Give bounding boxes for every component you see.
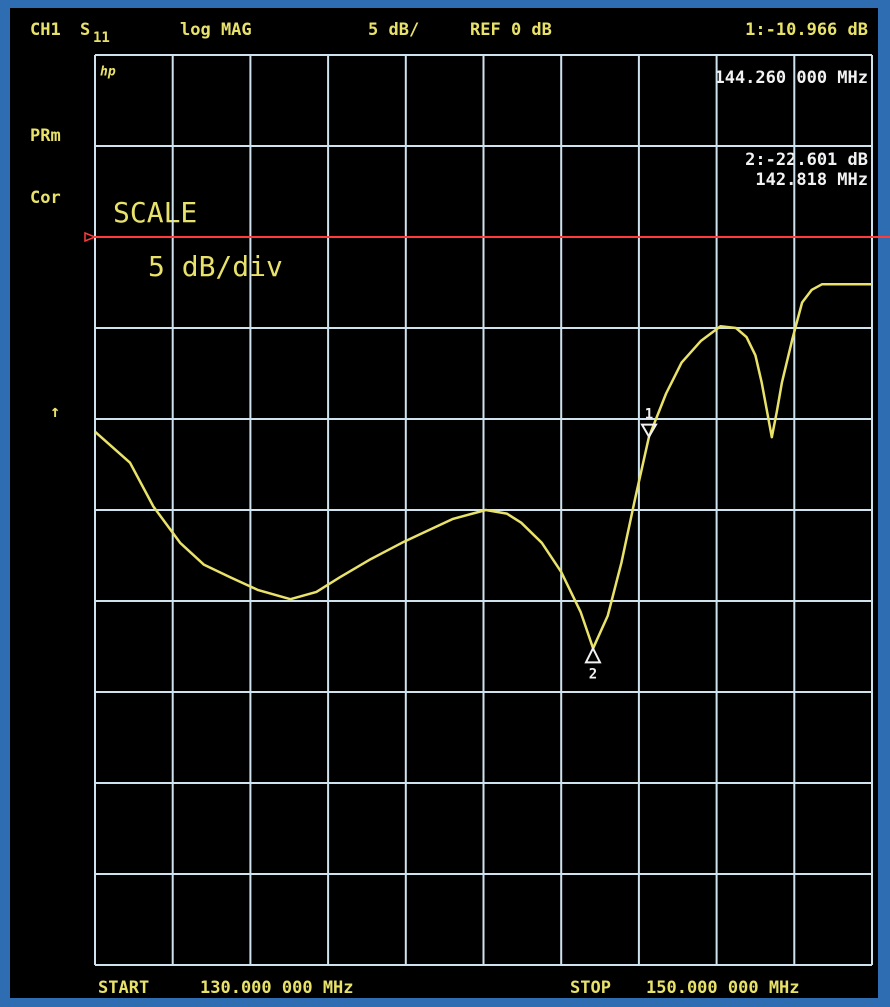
logo: hp: [100, 65, 116, 80]
marker-label: 1: [645, 407, 653, 423]
parameter: S: [80, 20, 90, 40]
analyzer-screen: CH1 S 11 log MAG 5 dB/ REF 0 dB 1:-10.96…: [0, 0, 890, 1007]
arrow-indicator: ↑: [50, 402, 60, 422]
marker-label: 2: [589, 666, 597, 682]
channel: CH1: [30, 20, 61, 40]
start-label: START: [98, 978, 149, 998]
marker-frequency: 142.818 MHz: [755, 170, 868, 190]
stop-label: STOP: [570, 978, 611, 998]
side-label: PRm: [30, 126, 61, 146]
marker-readout: 2:-22.601 dB: [745, 150, 868, 170]
side-label: Cor: [30, 188, 61, 208]
marker-readout: 1:-10.966 dB: [745, 20, 868, 40]
page: {"chart_data": { "type": "line", "header…: [0, 0, 890, 1007]
scale-value: 5 dB/div: [148, 250, 283, 283]
format: log MAG: [180, 20, 252, 40]
scale-title: SCALE: [113, 196, 197, 229]
stop-value: 150.000 000 MHz: [646, 978, 800, 998]
marker-frequency: 144.260 000 MHz: [714, 68, 868, 88]
scale-readout: 5 dB/: [368, 20, 419, 40]
reference-readout: REF 0 dB: [470, 20, 552, 40]
start-value: 130.000 000 MHz: [200, 978, 354, 998]
parameter-subscript: 11: [93, 30, 110, 46]
